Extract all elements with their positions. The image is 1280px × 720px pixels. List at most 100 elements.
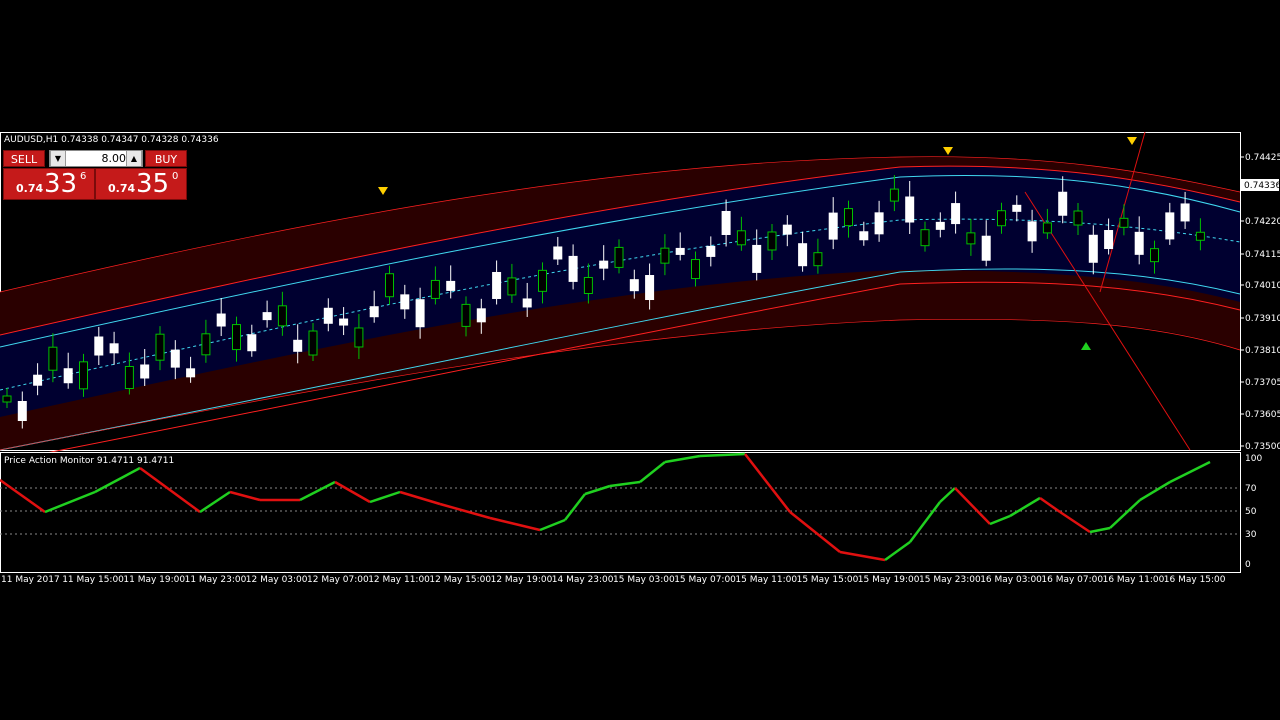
candle-body <box>124 365 134 389</box>
candle-body <box>966 232 976 245</box>
candle-body <box>63 368 73 384</box>
chart-window[interactable]: 0.74425 0.74220 0.74115 0.74010 0.73910 0.738… <box>0 131 1280 592</box>
indicator-segment <box>884 540 911 562</box>
candle-body <box>706 245 716 257</box>
candle-body <box>614 246 624 268</box>
candle-body <box>981 235 991 261</box>
trendline-up[interactable] <box>1099 131 1146 293</box>
price-tick-label: 0.74425 <box>1245 153 1280 163</box>
time-label: 11 May 19:00 <box>123 575 185 585</box>
bid-price-button[interactable]: 0.74 33 6 <box>3 168 95 200</box>
indicator-segment <box>664 454 701 464</box>
band-outer-top-line <box>0 156 1241 293</box>
indicator-segment <box>939 487 956 503</box>
candle-body <box>354 327 364 348</box>
candle-body <box>476 308 486 323</box>
price-tick-label: 0.74220 <box>1245 217 1280 227</box>
band-lower-red-line <box>0 281 1241 463</box>
sell-button[interactable]: SELL <box>3 150 45 167</box>
candle-body <box>1012 204 1022 212</box>
candles-group <box>2 175 1205 429</box>
candle-body <box>507 277 517 296</box>
chart-canvas[interactable]: 0.74425 0.74220 0.74115 0.74010 0.73910 0.738… <box>0 131 1280 592</box>
candle-body <box>1042 222 1052 234</box>
time-label: 15 May 19:00 <box>858 575 920 585</box>
indicator-segment <box>539 518 566 532</box>
candle-body <box>446 280 456 291</box>
ask-price-button[interactable]: 0.74 35 0 <box>95 168 187 200</box>
candle-body <box>629 279 639 292</box>
candle-body <box>1058 191 1068 216</box>
candle-body <box>461 303 471 327</box>
lot-size-input[interactable] <box>66 151 128 166</box>
signal-arrow-icon <box>1081 342 1091 350</box>
indicator-segment <box>1109 499 1141 529</box>
candle-body <box>293 339 303 352</box>
bid-prefix: 0.74 <box>16 182 44 195</box>
indicator-tick-label: 0 <box>1245 560 1251 570</box>
indicator-segment <box>229 490 261 502</box>
candle-body <box>675 247 685 255</box>
ask-prefix: 0.74 <box>108 182 136 195</box>
time-label: 15 May 23:00 <box>919 575 981 585</box>
indicator-segment <box>909 501 941 543</box>
candle-body <box>94 336 104 356</box>
signal-markers-group <box>378 137 1137 350</box>
candle-body <box>1027 221 1037 242</box>
time-label: 11 May 2017 <box>1 575 60 585</box>
indicator-segment <box>489 516 541 532</box>
candle-body <box>492 271 502 299</box>
candle-body <box>79 361 88 390</box>
candle-body <box>308 330 318 356</box>
indicator-segment <box>199 490 231 514</box>
buy-button[interactable]: BUY <box>145 150 187 167</box>
time-label: 15 May 03:00 <box>613 575 675 585</box>
indicator-segment <box>1059 510 1091 534</box>
candle-body <box>1180 203 1190 222</box>
candle-body <box>339 318 349 326</box>
candle-body <box>201 333 211 356</box>
candle-body <box>798 243 808 267</box>
indicator-segment <box>1139 480 1171 502</box>
indicator-axis: 100 70 50 30 0 <box>1245 454 1262 570</box>
time-label: 11 May 23:00 <box>185 575 247 585</box>
candle-body <box>583 276 593 294</box>
price-tick-label: 0.73500 <box>1245 442 1280 452</box>
lot-decrease-icon[interactable]: ▼ <box>50 151 66 166</box>
candle-body <box>430 279 440 299</box>
indicator-segment <box>0 478 46 514</box>
candle-body <box>736 230 746 246</box>
candle-body <box>645 275 655 301</box>
candle-body <box>1195 231 1205 241</box>
price-tick-label: 0.74115 <box>1245 250 1280 260</box>
time-label: 12 May 19:00 <box>491 575 553 585</box>
time-label: 12 May 03:00 <box>246 575 308 585</box>
band-lower-cyan-line <box>0 268 1241 451</box>
bid-pip: 6 <box>80 171 87 182</box>
candle-body <box>140 364 150 379</box>
lot-increase-icon[interactable]: ▲ <box>126 151 142 166</box>
indicator-tick-label: 50 <box>1245 507 1257 517</box>
candle-body <box>323 307 333 324</box>
trendline-down[interactable] <box>1024 191 1191 451</box>
signal-arrow-icon <box>943 147 953 155</box>
time-label: 16 May 07:00 <box>1041 575 1103 585</box>
candle-body <box>935 221 945 230</box>
candle-body <box>33 374 43 386</box>
candle-body <box>1119 217 1129 228</box>
price-tick-label: 0.73705 <box>1245 378 1280 388</box>
candle-body <box>385 273 394 298</box>
indicator-segment <box>44 490 96 514</box>
symbol-info: AUDUSD,H1 0.74338 0.74347 0.74328 0.7433… <box>4 135 219 145</box>
time-label: 15 May 07:00 <box>674 575 736 585</box>
indicator-segment <box>564 493 586 521</box>
price-tick-label: 0.73910 <box>1245 314 1280 324</box>
lot-size-field: ▼ ▲ <box>49 150 143 167</box>
indicator-segment <box>609 480 641 488</box>
candle-body <box>522 298 532 308</box>
candle-body <box>813 252 823 267</box>
candle-body <box>721 210 731 235</box>
indicator-segment <box>1089 526 1111 534</box>
one-click-trading-panel: SELL ▼ ▲ BUY 0.74 33 6 0.74 35 0 <box>3 148 187 202</box>
candle-body <box>1150 248 1159 263</box>
